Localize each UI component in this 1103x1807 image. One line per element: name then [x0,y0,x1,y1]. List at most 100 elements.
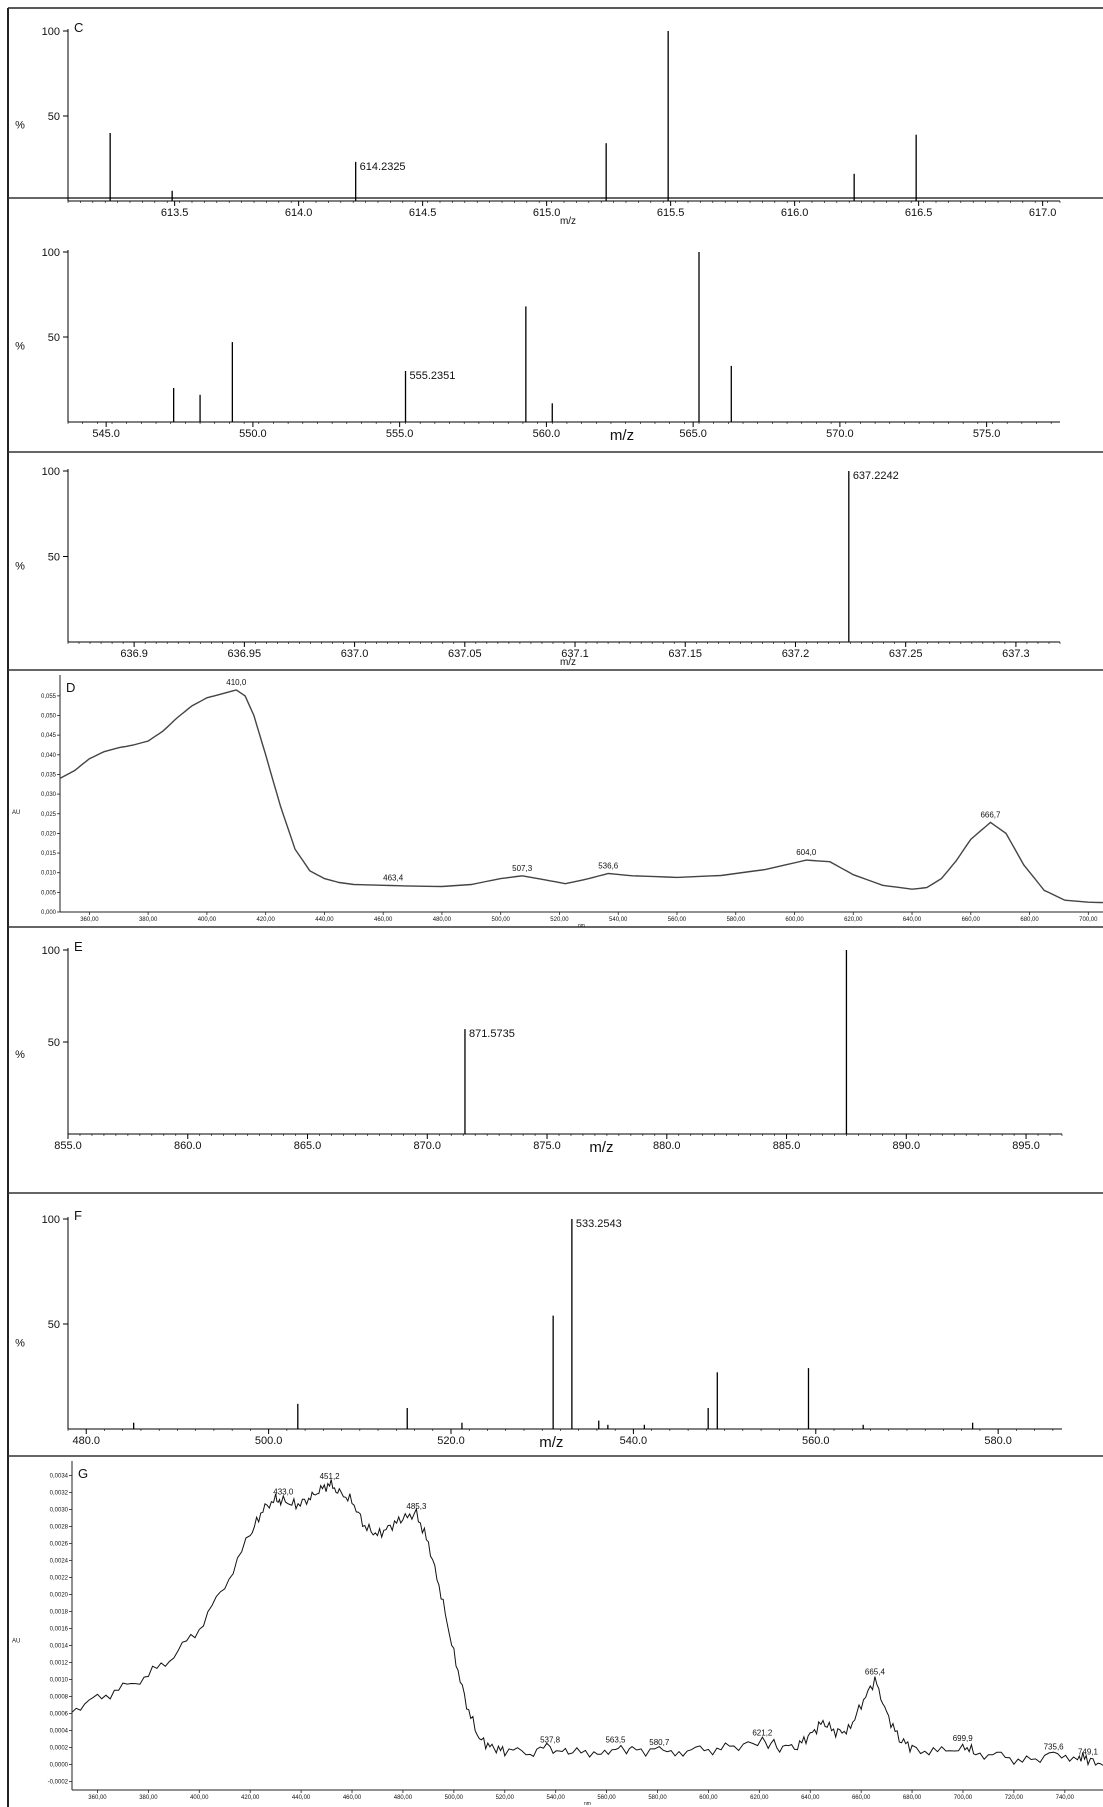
y-tick-label: 0,0000 [50,1763,69,1769]
y-axis-label: % [15,560,25,572]
x-tick-label: 740,00 [1056,1795,1075,1801]
peak-annotation: 451,2 [320,1472,341,1481]
x-tick-label: 540,00 [609,917,628,923]
panel-label: G [78,1466,88,1481]
x-tick-label: 575.0 [973,428,1001,440]
peak-label: 871.5735 [469,1028,515,1040]
y-tick-label: 50 [48,111,60,123]
x-tick-label: 620,00 [844,917,863,923]
peak-annotation: 463,4 [383,873,404,882]
x-tick-label: 480,00 [394,1795,413,1801]
x-tick-label: 615.5 [657,207,685,219]
x-tick-label: 440,00 [292,1795,311,1801]
panel-label: C [74,20,83,35]
y-tick-label: 0,050 [41,714,57,720]
y-tick-label: 0,0006 [50,1712,69,1718]
x-tick-label: 660,00 [962,917,981,923]
peak-label: 637.2242 [853,470,899,482]
x-tick-label: 660,00 [852,1795,871,1801]
x-tick-label: 640,00 [903,917,922,923]
peak-annotation: 580,7 [649,1738,670,1747]
x-tick-label: 600,00 [699,1795,718,1801]
x-tick-label: 637.15 [668,648,702,660]
y-axis-label: AU [12,810,20,816]
y-tick-label: 100 [42,247,60,259]
peak-annotation: 735,6 [1044,1742,1065,1751]
x-tick-label: 720,00 [1005,1795,1024,1801]
y-tick-label: 0,0002 [50,1746,69,1752]
x-tick-label: 555.0 [386,428,414,440]
x-tick-label: 460,00 [374,917,393,923]
panel-label: D [66,680,75,695]
x-tick-label: 855.0 [54,1140,82,1152]
panel-label: E [74,939,83,954]
x-tick-label: 616.0 [781,207,809,219]
peak-annotation: 699,9 [953,1734,974,1743]
peak-annotation: 537,8 [540,1736,561,1745]
y-tick-label: 0,0010 [50,1678,69,1684]
x-tick-label: 550.0 [239,428,267,440]
x-axis-label: m/z [589,1139,613,1156]
x-tick-label: 580,00 [648,1795,667,1801]
x-tick-label: 560.0 [533,428,561,440]
x-tick-label: 570.0 [826,428,854,440]
y-tick-label: 100 [42,1214,60,1226]
y-tick-label: 0,0030 [50,1508,69,1514]
x-tick-label: 400,00 [198,917,217,923]
x-tick-label: 520,00 [496,1795,515,1801]
x-tick-label: 560,00 [597,1795,616,1801]
y-tick-label: 0,0022 [50,1576,69,1582]
x-tick-label: 890.0 [893,1140,921,1152]
x-tick-label: 560,00 [668,917,687,923]
x-tick-label: 613.5 [161,207,189,219]
x-tick-label: 500,00 [492,917,511,923]
y-tick-label: 100 [42,26,60,38]
peak-annotation: 621,2 [752,1729,773,1738]
y-tick-label: 0,045 [41,733,57,739]
x-tick-label: 640,00 [801,1795,820,1801]
panel-7: -0,0002 0,0000 0,0002 0,0004 0,0006 0,0008 0,0… [12,1461,1103,1807]
x-tick-label: 617.0 [1029,207,1057,219]
x-tick-label: 870.0 [414,1140,442,1152]
x-tick-label: 636.9 [120,648,148,660]
x-tick-label: 637.0 [341,648,369,660]
peak-annotation: 410,0 [226,678,247,687]
x-tick-label: 420,00 [241,1795,260,1801]
y-tick-label: 0,030 [41,792,57,798]
x-tick-label: 360,00 [80,917,99,923]
x-axis-label: nm [584,1801,591,1807]
x-tick-label: 500,00 [445,1795,464,1801]
x-tick-label: 614.5 [409,207,437,219]
x-tick-label: 865.0 [294,1140,322,1152]
peak-annotation: 536,6 [598,861,619,870]
x-tick-label: 637.05 [448,648,482,660]
panel-1: 613.5 614.0 614.5 615.0 615.5 616.0 616.5 617.0… [15,20,1061,227]
y-tick-label: 0,015 [41,851,57,857]
x-tick-label: 440,00 [315,917,334,923]
panel-6: 480.0 500.0 520.0 540.0 560.0 580.0 50 100% m/z F… [15,1208,1062,1451]
y-tick-label: 0,0034 [50,1474,69,1480]
peak-annotation: 507,3 [512,864,533,873]
x-tick-label: 637.1 [561,648,589,660]
x-tick-label: 520.0 [437,1435,465,1447]
x-tick-label: 400,00 [190,1795,209,1801]
y-tick-label: 100 [42,945,60,957]
y-tick-label: 0,0008 [50,1695,69,1701]
panel-3: 636.9 636.95 637.0 637.05 637.1 637.15 637.2 63… [15,466,1061,668]
x-tick-label: 560.0 [802,1435,830,1447]
y-tick-label: 50 [48,1319,60,1331]
x-tick-label: 680,00 [1020,917,1039,923]
x-tick-label: 540.0 [620,1435,648,1447]
panel-5: 855.0 860.0 865.0 870.0 875.0 880.0 885.0 890.0… [15,939,1063,1156]
x-tick-label: 636.95 [228,648,262,660]
x-tick-label: 565.0 [679,428,707,440]
y-axis-label: % [15,341,25,353]
x-axis-label: m/z [560,216,576,227]
spectrum-line [71,1479,1103,1767]
x-tick-label: 860.0 [174,1140,202,1152]
x-axis-label: m/z [610,427,634,444]
y-tick-label: 0,010 [41,871,57,877]
x-tick-label: 380,00 [139,1795,158,1801]
y-tick-label: 0,0032 [50,1491,69,1497]
y-tick-label: 0,0004 [50,1729,69,1735]
